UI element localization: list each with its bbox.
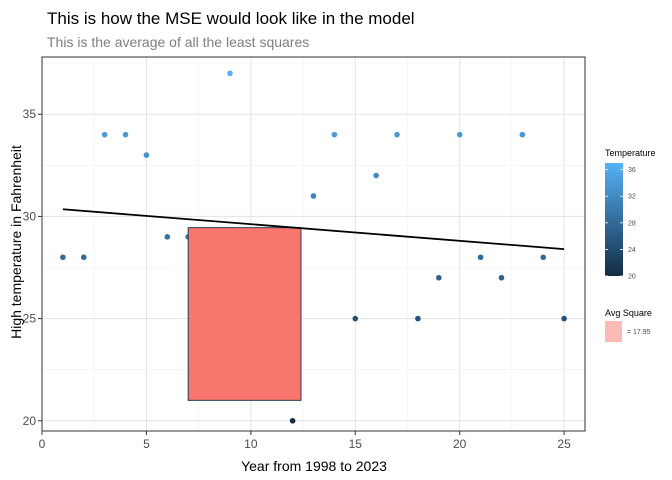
data-point [498,274,505,281]
legend-temperature-title: Temperature [605,148,656,158]
avg-square-rect [187,227,302,401]
data-point [415,315,421,322]
x-tick-label: 15 [349,437,363,451]
data-point [289,417,296,424]
data-point [456,131,463,138]
x-tick-label: 20 [453,437,467,451]
data-point [331,131,338,138]
legend: Temperature Avg Square 36 32 28 24 20 = 17.95 [605,148,656,342]
data-point [373,172,379,179]
x-axis-label: Year from 1998 to 2023 [241,458,387,474]
chart-subtitle: This is the average of all the least squ… [47,34,309,50]
chart-title: This is how the MSE would look like in t… [47,9,415,28]
data-point [143,152,150,158]
legend-color-bar [605,163,623,276]
x-tick-label: 0 [39,437,46,451]
data-point [352,315,359,322]
data-point [477,254,484,261]
legend-tick-label: 32 [628,194,636,201]
legend-tick-label: 36 [628,167,636,174]
data-point [122,131,129,138]
y-tick-label: 35 [23,107,37,121]
x-tick-label: 25 [557,437,571,451]
legend-tick-label: 20 [628,274,636,281]
data-point [519,131,526,138]
panel-border [41,56,586,432]
legend-avg-square-title: Avg Square [605,308,652,318]
data-point [540,254,547,261]
data-point [310,193,317,199]
plot-panel: 0 5 10 15 20 25 20 25 30 35 [23,56,586,451]
y-tick-label: 25 [23,312,37,326]
data-point [394,131,400,138]
data-point [80,254,87,261]
legend-square-label: = 17.95 [627,329,651,336]
legend-tick-label: 24 [628,247,636,254]
y-tick-label: 20 [23,414,37,428]
x-tick-label: 5 [143,437,150,451]
y-axis-label: High temperature in Fahrenheit [8,145,24,339]
data-point [164,234,171,240]
data-point [227,70,233,77]
data-point [561,315,567,322]
legend-tick-label: 28 [628,220,636,227]
y-tick-label: 30 [23,209,37,223]
data-point [436,274,442,281]
legend-square-key [605,321,622,342]
regression-line [62,208,565,251]
x-tick-label: 10 [244,437,258,451]
data-point [60,254,66,261]
data-point [101,131,108,138]
